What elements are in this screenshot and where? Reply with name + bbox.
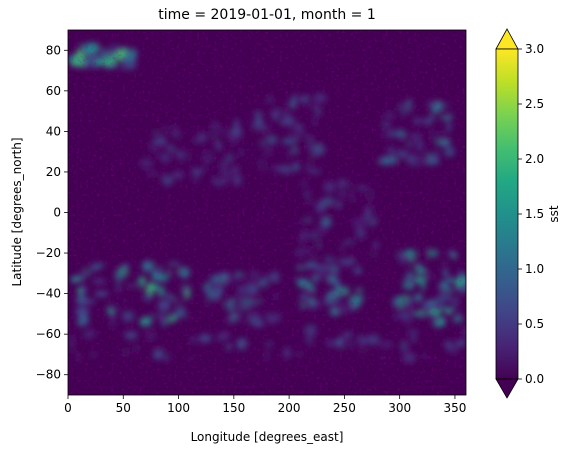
colorbar-tick-label: 0.0 [525,372,544,386]
chart-title: time = 2019-01-01, month = 1 [158,7,376,23]
colorbar-tick-label: 1.5 [525,207,544,221]
heatmap [68,30,466,395]
x-tick-label: 350 [443,401,466,415]
colorbar-tick-label: 1.0 [525,262,544,276]
y-axis-label: Latitude [degrees_north] [10,137,24,286]
x-tick-label: 300 [388,401,411,415]
y-tick-label: 80 [46,43,61,57]
colorbar-tick-label: 2.5 [525,97,544,111]
y-tick-label: 60 [46,84,61,98]
x-tick-label: 250 [333,401,356,415]
y-tick-label: −40 [36,287,61,301]
colorbar-tick-label: 2.0 [525,152,544,166]
x-tick-label: 100 [167,401,190,415]
colorbar-tick-label: 3.0 [525,42,544,56]
y-axis-ticks: −80 −60 −40 −20 0 20 40 60 80 [36,43,68,382]
x-axis-label: Longitude [degrees_east] [191,430,344,444]
x-tick-label: 0 [64,401,72,415]
y-tick-label: 40 [46,124,61,138]
colorbar-label: sst [547,205,561,223]
colorbar-extend-max [495,28,519,50]
heatmap-texture [68,30,466,395]
y-tick-label: 0 [53,206,61,220]
colorbar-gradient [496,49,518,379]
colorbar-ticks: 0.0 0.5 1.0 1.5 2.0 2.5 3.0 [518,42,544,386]
colorbar-extend-min [495,378,519,399]
colorbar: 0.0 0.5 1.0 1.5 2.0 2.5 3.0 sst [495,28,561,399]
x-tick-label: 50 [116,401,131,415]
x-axis-ticks: 0 50 100 150 200 250 300 350 [64,395,466,415]
colorbar-tick-label: 0.5 [525,317,544,331]
y-tick-label: −80 [36,368,61,382]
x-tick-label: 200 [278,401,301,415]
x-tick-label: 150 [222,401,245,415]
y-tick-label: 20 [46,165,61,179]
y-tick-label: −20 [36,246,61,260]
y-tick-label: −60 [36,327,61,341]
